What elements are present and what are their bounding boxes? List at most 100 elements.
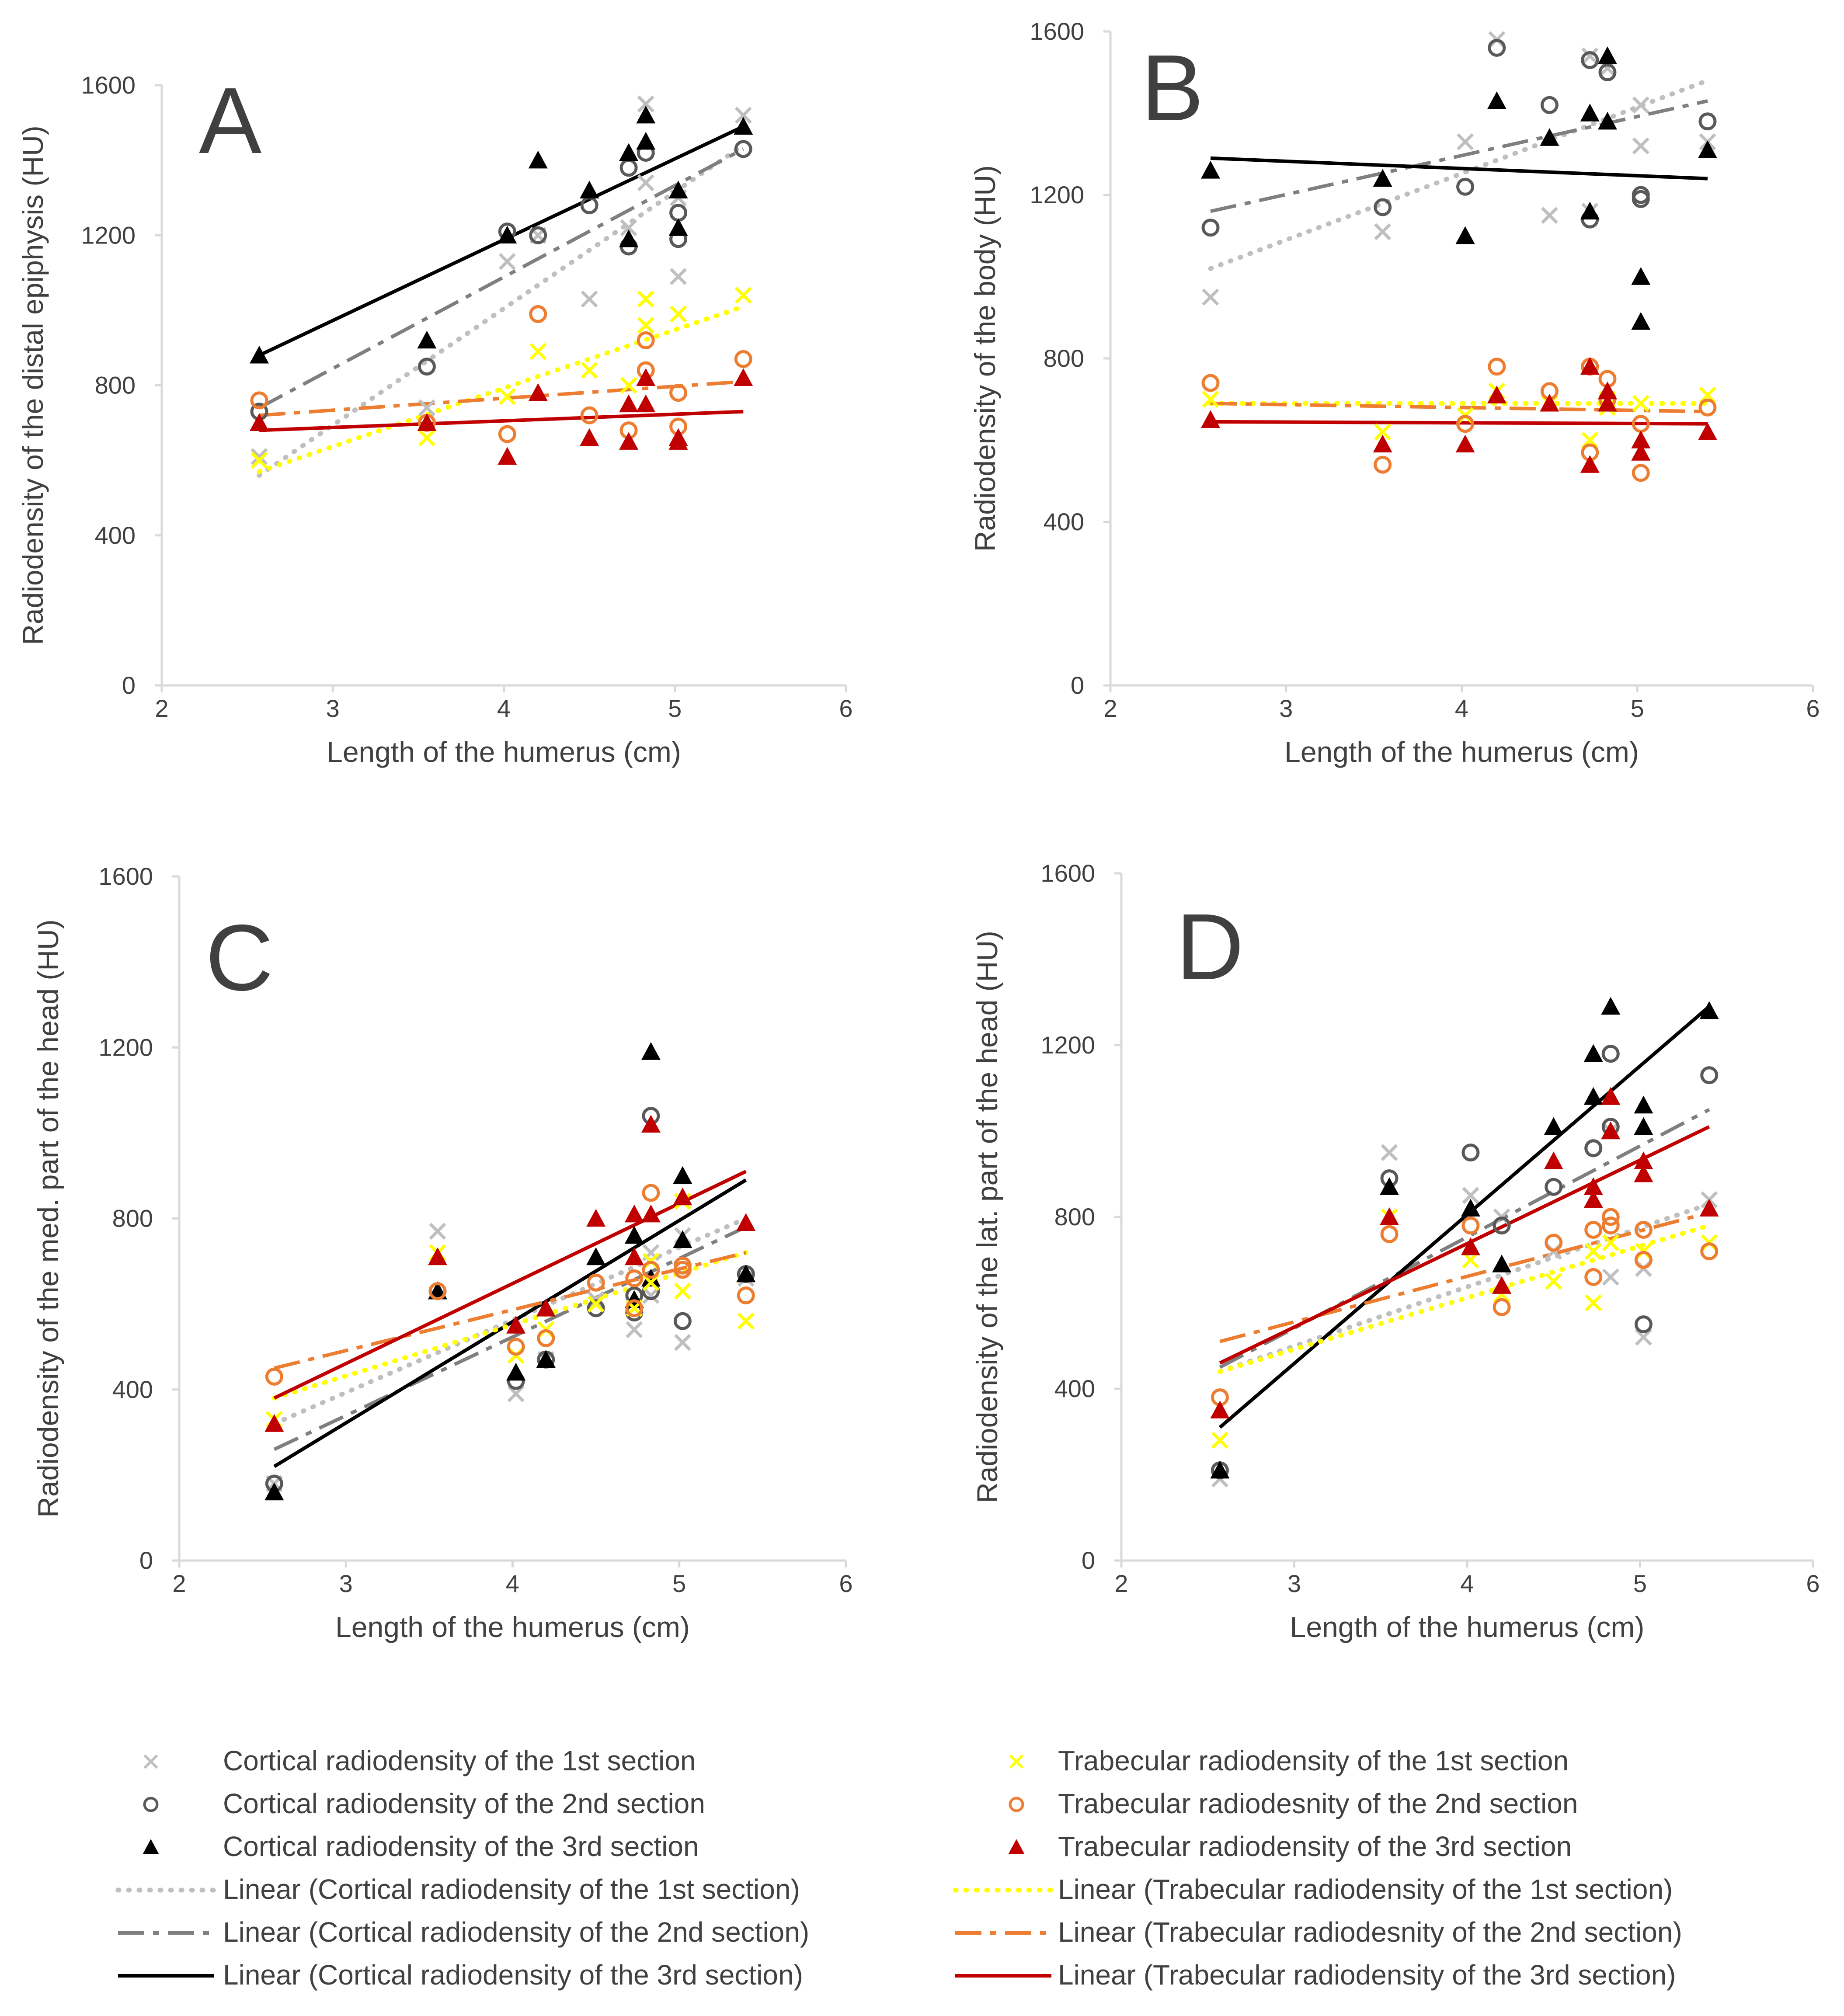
x-tick-label: 4 bbox=[1455, 695, 1468, 722]
data-point-t2 bbox=[537, 1329, 555, 1347]
legend-label: Linear (Cortical radiodensity of the 3rd… bbox=[223, 1959, 803, 1991]
data-point-t2 bbox=[673, 1256, 692, 1275]
y-tick-label: 800 bbox=[95, 372, 136, 399]
chart-panel-d: 2 3 4 5 6 0 400 800 1200 1600 Length of the humeru… bbox=[971, 859, 1820, 1643]
x-axis-title: Length of the humerus (cm) bbox=[1290, 1611, 1645, 1643]
data-point-c1 bbox=[1457, 133, 1474, 150]
data-point-c2 bbox=[1540, 96, 1559, 114]
data-point-t1 bbox=[418, 429, 435, 447]
data-point-t2 bbox=[1380, 1225, 1399, 1243]
data-point-t1 bbox=[1374, 423, 1392, 441]
y-tick-label: 1200 bbox=[81, 221, 136, 249]
x-tick-label: 6 bbox=[1806, 1570, 1820, 1597]
data-point-c3 bbox=[636, 132, 656, 150]
data-point-t3 bbox=[1461, 1237, 1480, 1255]
x-axis-title: Length of the humerus (cm) bbox=[335, 1611, 690, 1643]
data-point-t1 bbox=[1585, 1243, 1602, 1260]
data-point-c2 bbox=[1581, 51, 1599, 69]
x-tick-label: 2 bbox=[155, 695, 168, 722]
y-tick-label: 1600 bbox=[1030, 17, 1084, 45]
data-point-t1 bbox=[498, 388, 516, 405]
data-point-c2 bbox=[1700, 1066, 1719, 1084]
data-point-c3 bbox=[1544, 1117, 1563, 1135]
data-point-t3 bbox=[1580, 357, 1600, 375]
data-point-t3 bbox=[580, 428, 599, 446]
data-point-c3 bbox=[1634, 1117, 1653, 1135]
y-tick-label: 1200 bbox=[98, 1033, 153, 1061]
data-point-c3 bbox=[619, 229, 639, 247]
data-point-c2 bbox=[1461, 1144, 1480, 1162]
data-point-c3 bbox=[1583, 1044, 1603, 1062]
series-c3 bbox=[1200, 46, 1717, 330]
x-tick-label: 5 bbox=[1633, 1570, 1647, 1597]
y-tick-label: 1600 bbox=[81, 71, 136, 99]
series-t3 bbox=[264, 1115, 756, 1432]
data-point-c3 bbox=[636, 105, 656, 124]
data-point-t3 bbox=[1583, 1190, 1603, 1208]
legend-label: Cortical radiodensity of the 2nd section bbox=[223, 1788, 705, 1819]
series-c3 bbox=[250, 105, 753, 364]
data-point-c2 bbox=[1374, 198, 1392, 216]
data-point-c3 bbox=[641, 1042, 661, 1060]
x-tick-label: 4 bbox=[497, 695, 511, 722]
data-point-t3 bbox=[673, 1187, 692, 1206]
y-tick-label: 1200 bbox=[1040, 1031, 1095, 1059]
trendline-c3 bbox=[1218, 1005, 1711, 1429]
legend-item: Linear (Trabecular radiodensity of the 3… bbox=[955, 1959, 1676, 1991]
data-point-t2 bbox=[1201, 374, 1220, 392]
data-point-c2 bbox=[1545, 1178, 1563, 1196]
data-point-t1 bbox=[1602, 1234, 1619, 1251]
data-point-c2 bbox=[1698, 112, 1717, 131]
data-point-c1 bbox=[1381, 1144, 1398, 1161]
x-tick-label: 3 bbox=[339, 1570, 353, 1597]
data-point-c3 bbox=[734, 117, 753, 135]
trendline-c1 bbox=[271, 1216, 748, 1426]
data-point-t2 bbox=[642, 1261, 660, 1279]
x-tick-label: 3 bbox=[326, 695, 340, 722]
data-point-c1 bbox=[626, 1321, 643, 1338]
data-point-t2 bbox=[1584, 1268, 1603, 1286]
data-point-t2 bbox=[250, 391, 268, 410]
data-point-c1 bbox=[1635, 1328, 1652, 1346]
data-point-t3 bbox=[528, 383, 548, 401]
data-point-t2 bbox=[1700, 1242, 1719, 1261]
legend-item: Trabecular radiodensity of the 3rd secti… bbox=[1008, 1831, 1572, 1862]
trendline-c2 bbox=[1210, 99, 1708, 213]
data-point-c1 bbox=[1632, 137, 1649, 155]
data-point-t1 bbox=[1585, 1294, 1602, 1311]
data-point-t3 bbox=[1698, 422, 1717, 440]
data-point-c3 bbox=[1461, 1199, 1480, 1217]
data-point-t1 bbox=[642, 1274, 660, 1291]
trendline-c1 bbox=[1208, 78, 1710, 271]
data-point-c3 bbox=[1698, 140, 1717, 158]
y-axis-title: Radiodensity of the med. part of the hea… bbox=[32, 919, 64, 1517]
legend-item: Trabecular radiodesnity of the 2nd secti… bbox=[1009, 1788, 1578, 1819]
data-point-t2 bbox=[669, 384, 688, 402]
data-point-t1 bbox=[581, 361, 598, 379]
y-tick-label: 1600 bbox=[1040, 859, 1095, 887]
trendline-t3 bbox=[273, 1170, 747, 1400]
data-point-c3 bbox=[1699, 1001, 1719, 1019]
data-point-c3 bbox=[536, 1350, 556, 1368]
data-point-t2 bbox=[1634, 1220, 1653, 1239]
data-point-c3 bbox=[736, 1264, 756, 1283]
x-tick-label: 2 bbox=[1114, 1570, 1128, 1597]
data-point-c2 bbox=[1598, 63, 1617, 81]
data-point-t3 bbox=[250, 413, 269, 431]
data-point-t2 bbox=[587, 1273, 605, 1292]
y-axis-title: Radiodensity of the lat. part of the hea… bbox=[971, 931, 1003, 1503]
data-point-t3 bbox=[668, 432, 688, 450]
series-t3 bbox=[250, 368, 753, 465]
data-point-c2 bbox=[734, 140, 752, 158]
data-point-t2 bbox=[265, 1367, 283, 1386]
data-point-t2 bbox=[1493, 1298, 1511, 1316]
data-point-c2 bbox=[1632, 186, 1650, 204]
data-point-c3 bbox=[528, 150, 548, 169]
data-point-t1 bbox=[1632, 395, 1649, 412]
legend-marker-t3 bbox=[1008, 1839, 1025, 1854]
data-point-c1 bbox=[734, 107, 752, 124]
legend-label: Linear (Trabecular radiodensity of the 1… bbox=[1058, 1873, 1673, 1905]
x-tick-label: 5 bbox=[668, 695, 682, 722]
data-point-t2 bbox=[1584, 1220, 1603, 1239]
